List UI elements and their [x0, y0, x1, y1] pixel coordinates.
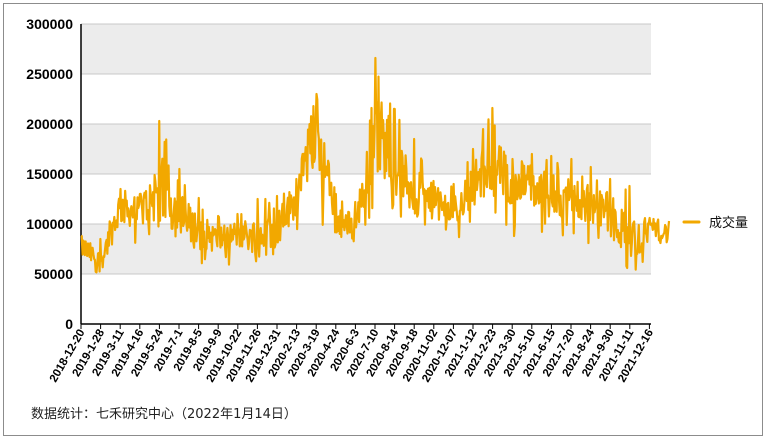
legend: 成交量 — [682, 215, 748, 231]
source-note: 数据统计：七禾研究中心（2022年1月14日） — [31, 407, 297, 422]
axes — [80, 24, 651, 329]
y-tick-label: 50000 — [34, 266, 73, 282]
y-tick-label: 150000 — [26, 166, 73, 182]
legend-label: 成交量 — [709, 215, 748, 231]
y-tick-label: 100000 — [26, 216, 73, 232]
y-tick-label: 200000 — [26, 116, 73, 132]
series-line-成交量 — [80, 56, 671, 274]
plot-band — [81, 224, 651, 274]
x-tick-labels: 2018-12-202019-1-282019-3-112019-4-16201… — [48, 327, 656, 384]
y-tick-label: 300000 — [26, 16, 73, 32]
y-tick-label: 0 — [65, 316, 73, 332]
y-tick-labels: 0 50000 100000 150000 200000 250000 300000 — [26, 16, 73, 332]
plot-band — [81, 24, 651, 74]
series-layer — [80, 56, 671, 274]
y-tick-label: 250000 — [26, 66, 73, 82]
